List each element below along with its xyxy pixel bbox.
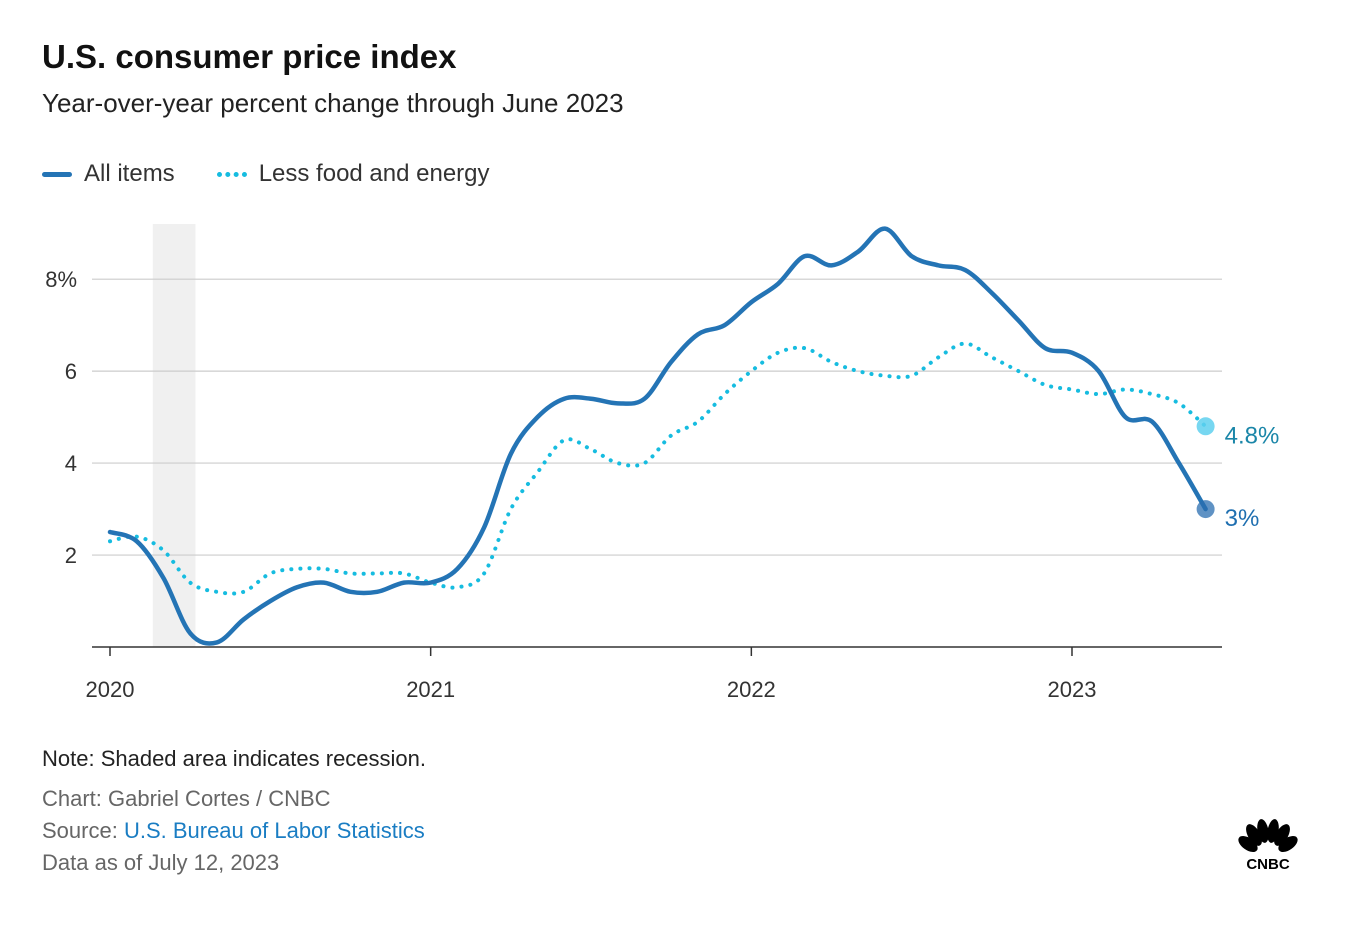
end-labels: 4.8% 3% [1196,417,1280,532]
legend-item-core: Less food and energy [216,160,490,188]
chart-subtitle: Year-over-year percent change through Ju… [42,88,624,118]
line-chart: 2 4 6 8% 2020 2021 2022 2023 4.8% 3% [45,224,1280,702]
cnbc-peacock-logo: CNBC [1238,819,1298,872]
chart-title: U.S. consumer price index [42,38,457,75]
x-tick-label: 2021 [406,677,455,702]
end-label-core: 4.8% [1225,422,1280,449]
x-axis: 2020 2021 2022 2023 [86,647,1097,702]
source-link[interactable]: U.S. Bureau of Labor Statistics [123,818,425,843]
legend-label-all-items: All items [84,160,175,187]
footnote: Note: Shaded area indicates recession. [42,746,427,771]
x-tick-label: 2023 [1048,677,1097,702]
y-tick-label: 6 [65,359,77,384]
recession-band [152,224,196,647]
legend-label-core: Less food and energy [258,160,490,187]
y-tick-label: 8% [45,267,77,292]
gridlines: 2 4 6 8% [45,267,1222,648]
series-lines [107,226,1208,646]
end-label-all-items: 3% [1225,505,1260,532]
source-line: Source: U.S. Bureau of Labor Statistics [42,818,425,844]
source-prefix: Source: [42,818,124,843]
recession-band-layer [152,224,196,647]
logo-wordmark: CNBC [1246,856,1289,872]
series-line-all-items [107,226,1208,646]
data-as-of: Data as of July 12, 2023 [42,850,280,875]
end-point-all-items [1196,500,1215,519]
x-tick-label: 2020 [86,677,135,702]
series-line-core [108,341,1208,596]
legend: All items Less food and energy [42,160,532,188]
legend-swatch-core [216,171,247,177]
legend-item-all-items: All items [42,160,175,188]
y-tick-label: 2 [65,543,77,568]
x-tick-label: 2022 [727,677,776,702]
y-tick-label: 4 [65,451,77,476]
legend-swatch-all-items [42,171,72,177]
chart-credit: Chart: Gabriel Cortes / CNBC [42,786,331,811]
end-point-core [1196,417,1215,436]
